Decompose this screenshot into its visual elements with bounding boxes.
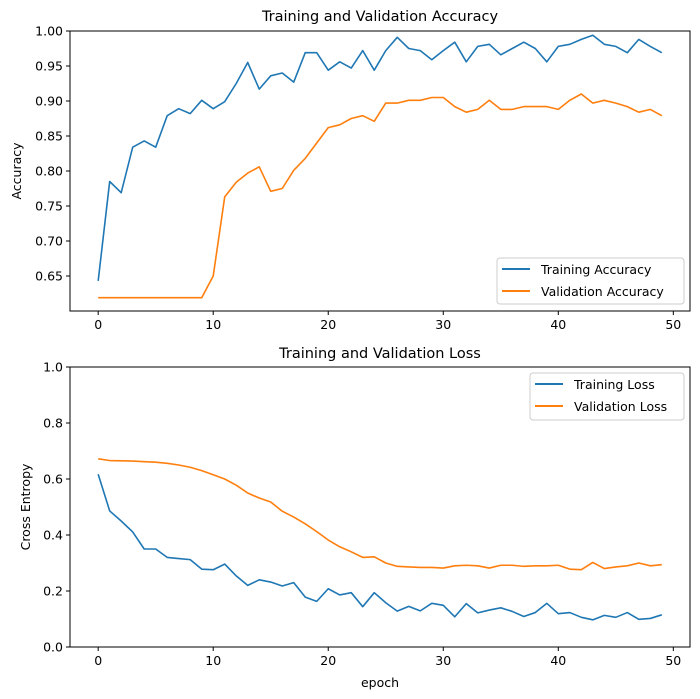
loss-legend-label-training: Training Loss (573, 377, 655, 392)
accuracy-plot-frame (69, 30, 691, 312)
loss-y-axis-label: Cross Entropy (18, 463, 33, 550)
training-accuracy-line (97, 34, 663, 281)
accuracy-y-tick-label: 0.75 (35, 199, 63, 214)
accuracy-x-tick-label: 40 (550, 317, 566, 332)
accuracy-x-tick-label: 0 (94, 317, 102, 332)
accuracy-y-tick-label: 0.85 (35, 129, 63, 144)
accuracy-legend: Training Accuracy Validation Accuracy (496, 257, 685, 305)
accuracy-y-tick-label: 0.70 (35, 234, 63, 249)
accuracy-legend-box (496, 257, 685, 305)
loss-ticks: 0 10 20 30 40 50 0.0 0.2 0.4 0.6 0.8 1.0 (43, 360, 681, 669)
loss-y-tick-label: 1.0 (43, 360, 63, 375)
loss-y-tick-label: 0.0 (43, 640, 63, 655)
loss-x-tick-label: 50 (665, 653, 681, 668)
accuracy-y-tick-label: 1.00 (35, 24, 63, 39)
loss-chart-title: Training and Validation Loss (278, 346, 481, 362)
accuracy-y-tick-label: 0.90 (35, 94, 63, 109)
accuracy-chart: Training and Validation Accuracy Accurac… (9, 9, 691, 333)
loss-x-tick-label: 0 (94, 653, 102, 668)
validation-loss-line (98, 458, 662, 571)
loss-y-tick-label: 0.6 (43, 472, 63, 487)
loss-chart: Training and Validation Loss Cross Entro… (18, 346, 691, 690)
training-loss-line (97, 474, 663, 621)
accuracy-y-tick-label: 0.65 (35, 269, 63, 284)
accuracy-y-axis-label: Accuracy (9, 142, 24, 200)
validation-accuracy-line (98, 93, 663, 299)
loss-series-lines (97, 458, 663, 621)
loss-x-tick-label: 40 (550, 653, 566, 668)
loss-legend: Training Loss Validation Loss (529, 372, 685, 421)
loss-x-tick-label: 10 (205, 653, 221, 668)
loss-legend-label-validation: Validation Loss (574, 399, 667, 414)
loss-y-tick-label: 0.8 (43, 416, 63, 431)
loss-y-tick-label: 0.2 (43, 584, 63, 599)
accuracy-y-tick-label: 0.95 (35, 59, 63, 74)
accuracy-chart-title: Training and Validation Accuracy (261, 9, 499, 25)
accuracy-x-tick-label: 20 (320, 317, 336, 332)
loss-x-axis-label: epoch (361, 675, 399, 690)
accuracy-series-lines (97, 34, 663, 299)
accuracy-x-tick-label: 10 (205, 317, 221, 332)
accuracy-ticks: 0 10 20 30 40 50 0.65 0.70 0.75 0.80 0.85 0.90 0.95 1… (35, 24, 681, 333)
accuracy-legend-label-validation: Validation Accuracy (541, 284, 664, 299)
loss-y-tick-label: 0.4 (43, 528, 63, 543)
loss-plot-frame (69, 366, 691, 648)
loss-legend-box (529, 372, 685, 421)
loss-x-tick-label: 20 (320, 653, 336, 668)
accuracy-legend-label-training: Training Accuracy (540, 262, 652, 277)
loss-x-tick-label: 30 (435, 653, 451, 668)
accuracy-y-tick-label: 0.80 (35, 164, 63, 179)
accuracy-x-tick-label: 30 (435, 317, 451, 332)
accuracy-x-tick-label: 50 (665, 317, 681, 332)
